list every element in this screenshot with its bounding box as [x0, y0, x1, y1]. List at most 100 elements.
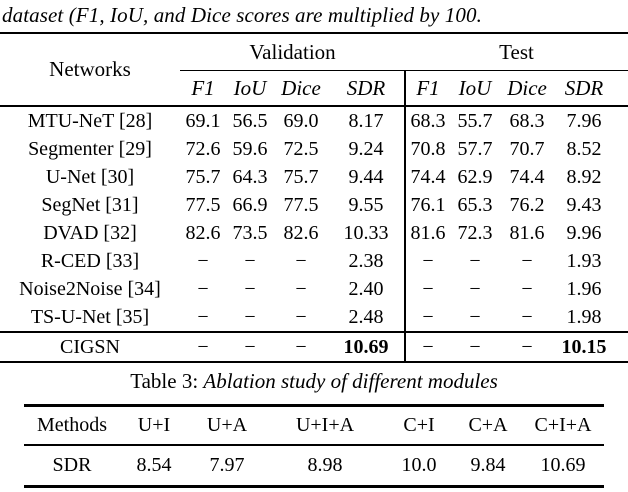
- cell-test-f1: 81.6: [404, 219, 451, 247]
- cell-val-dice: −: [274, 331, 328, 362]
- cell-val-dice: −: [295, 305, 307, 328]
- row-label-sdr: SDR: [52, 454, 92, 476]
- cell-val-dice: −: [295, 277, 307, 300]
- cell-test-iou: 72.3: [457, 221, 493, 244]
- col-header-test-sdr: SDR: [554, 70, 628, 107]
- table3-caption-label: Table 3:: [130, 369, 204, 393]
- ablation-table: Methods U+I U+A U+I+A C+I C+A C+I+A SDR …: [24, 404, 604, 488]
- cell-val-sdr: 9.55: [348, 193, 384, 216]
- table3-caption-title: Ablation study of different modules: [203, 369, 498, 393]
- cell-val-f1: −: [197, 277, 209, 300]
- col-group-test: Test: [405, 33, 628, 71]
- network-name: U-Net [30]: [45, 165, 135, 188]
- cell-test-sdr: 10.15: [554, 331, 628, 362]
- cell-val-f1: 75.7: [185, 165, 221, 188]
- dataset-caption: dataset (F1, IoU, and Dice scores are mu…: [2, 3, 482, 27]
- col-header-test-dice: Dice: [500, 70, 555, 107]
- subheader-row: F1 IoU Dice SDR F1 IoU Dice SDR: [0, 70, 628, 107]
- cell-val-iou: 64.3: [232, 165, 268, 188]
- col-header-c-a: C+A: [454, 405, 522, 446]
- cell-test-iou: 55.7: [457, 109, 493, 132]
- col-header-val-f1: F1: [180, 70, 226, 107]
- col-header-u-i: U+I: [120, 405, 188, 446]
- cell-test-f1: −: [404, 331, 451, 362]
- cell-val-iou: 66.9: [232, 193, 268, 216]
- col-header-val-sdr: SDR: [328, 70, 406, 107]
- cell-val-f1: −: [197, 305, 209, 328]
- cell-sdr-c-a: 9.84: [470, 454, 506, 476]
- cell-val-sdr: 8.17: [348, 109, 384, 132]
- cell-val-sdr: 2.38: [348, 249, 384, 272]
- cell-sdr-u-i-a: 8.98: [307, 454, 343, 476]
- table-row-noise2noise: Noise2Noise [34] − − − 2.40 − − − 1.96: [0, 275, 628, 303]
- cell-test-sdr: 1.96: [566, 277, 602, 300]
- cell-val-dice: 77.5: [283, 193, 319, 216]
- cell-val-f1: 69.1: [185, 109, 221, 132]
- network-name: R-CED [33]: [40, 249, 140, 272]
- cell-val-iou: 59.6: [232, 137, 268, 160]
- table-row-mtu-net: MTU-NeT [28] 69.1 56.5 69.0 8.17 68.3 55…: [0, 106, 628, 135]
- col-header-c-i: C+I: [384, 405, 454, 446]
- col-header-test-iou: IoU: [450, 70, 501, 107]
- cell-sdr-u-i: 8.54: [136, 454, 172, 476]
- cell-test-dice: 74.4: [509, 165, 545, 188]
- cell-val-f1: 82.6: [185, 221, 221, 244]
- table-row-ts-u-net: TS-U-Net [35] − − − 2.48 − − − 1.98: [0, 303, 628, 332]
- table-row-dvad: DVAD [32] 82.6 73.5 82.6 10.33 81.6 72.3…: [0, 219, 628, 247]
- cell-val-iou: −: [244, 305, 256, 328]
- cell-test-sdr: 1.93: [566, 249, 602, 272]
- cell-test-f1: −: [404, 247, 451, 275]
- cell-test-sdr: 8.52: [566, 137, 602, 160]
- cell-test-sdr: 9.96: [566, 221, 602, 244]
- cell-val-dice: −: [295, 249, 307, 272]
- cell-test-dice: −: [521, 277, 533, 300]
- cell-test-iou: −: [450, 331, 501, 362]
- network-name: TS-U-Net [35]: [30, 305, 150, 328]
- col-header-test-f1: F1: [404, 70, 451, 107]
- cell-test-f1: 74.4: [404, 163, 451, 191]
- cell-test-dice: 70.7: [509, 137, 545, 160]
- cell-val-f1: −: [197, 249, 209, 272]
- cell-test-iou: 65.3: [457, 193, 493, 216]
- cell-val-sdr: 10.33: [343, 221, 389, 244]
- table3-caption: Table 3: Ablation study of different mod…: [0, 368, 628, 394]
- cell-test-f1: 68.3: [404, 106, 451, 135]
- cell-val-dice: 72.5: [283, 137, 319, 160]
- cell-val-f1: −: [180, 331, 226, 362]
- col-header-c-i-a: C+I+A: [522, 405, 604, 446]
- ablation-sdr-row: SDR 8.54 7.97 8.98 10.0 9.84 10.69: [24, 445, 604, 487]
- cell-test-iou: −: [469, 305, 481, 328]
- cell-test-f1: 76.1: [404, 191, 451, 219]
- ablation-header-row: Methods U+I U+A U+I+A C+I C+A C+I+A: [24, 405, 604, 446]
- cell-val-dice: 69.0: [283, 109, 319, 132]
- col-header-val-dice: Dice: [274, 70, 328, 107]
- table-row-r-ced: R-CED [33] − − − 2.38 − − − 1.93: [0, 247, 628, 275]
- cell-val-iou: 56.5: [232, 109, 268, 132]
- cell-val-dice: 82.6: [283, 221, 319, 244]
- col-header-networks: Networks: [0, 33, 180, 107]
- col-header-u-i-a: U+I+A: [266, 405, 384, 446]
- cell-val-iou: −: [244, 249, 256, 272]
- cell-test-iou: 57.7: [457, 137, 493, 160]
- cell-val-sdr: 9.24: [348, 137, 384, 160]
- cell-test-sdr: 9.43: [566, 193, 602, 216]
- cell-test-f1: 70.8: [404, 135, 451, 163]
- cell-val-f1: 72.6: [185, 137, 221, 160]
- cell-val-iou: −: [244, 277, 256, 300]
- cell-test-dice: −: [521, 305, 533, 328]
- network-name: Noise2Noise [34]: [19, 277, 161, 300]
- col-header-methods: Methods: [24, 405, 120, 446]
- cell-val-sdr: 2.40: [348, 277, 384, 300]
- network-name: CIGSN: [0, 331, 180, 362]
- group-header-row: Networks Validation Test: [0, 33, 628, 107]
- cell-val-f1: 77.5: [185, 193, 221, 216]
- cell-test-sdr: 7.96: [566, 109, 602, 132]
- cell-test-dice: 76.2: [509, 193, 545, 216]
- cell-val-sdr: 9.44: [348, 165, 384, 188]
- results-table: Networks Validation Test F1 IoU Dice SDR…: [0, 32, 628, 363]
- cell-sdr-c-i-a: 10.69: [540, 454, 586, 476]
- network-name: Segmenter [29]: [28, 137, 152, 160]
- network-name: DVAD [32]: [43, 221, 137, 244]
- col-group-validation: Validation: [180, 33, 406, 71]
- cell-test-f1: −: [404, 303, 451, 332]
